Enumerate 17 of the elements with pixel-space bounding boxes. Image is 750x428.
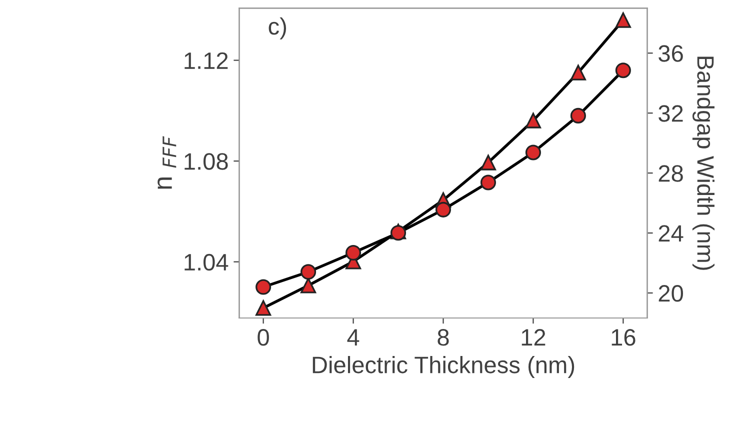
y2-tick-label: 24 xyxy=(658,225,684,242)
x-tick-label: 4 xyxy=(347,329,360,346)
y2-tick-label: 28 xyxy=(658,165,683,182)
annotation: c) xyxy=(268,17,286,40)
y-axis-title: n $_{FFF}$ xyxy=(158,136,176,189)
x-tick-label: 16 xyxy=(612,329,636,346)
x-tick-label: 0 xyxy=(258,329,269,346)
x-tick-label: 8 xyxy=(438,329,449,346)
y2-axis-title: Bandgap Width (nm) xyxy=(692,56,714,270)
x-axis-title: Dielectric Thickness (nm) xyxy=(312,356,574,378)
y-tick-label: 1.04 xyxy=(184,254,228,271)
y2-tick-label: 20 xyxy=(658,285,684,302)
y2-tick-label: 36 xyxy=(658,45,683,62)
x-tick-label: 12 xyxy=(522,329,546,346)
y-tick-label: 1.12 xyxy=(184,52,228,69)
y2-tick-label: 32 xyxy=(658,105,683,122)
y-tick-label: 1.08 xyxy=(184,153,228,170)
